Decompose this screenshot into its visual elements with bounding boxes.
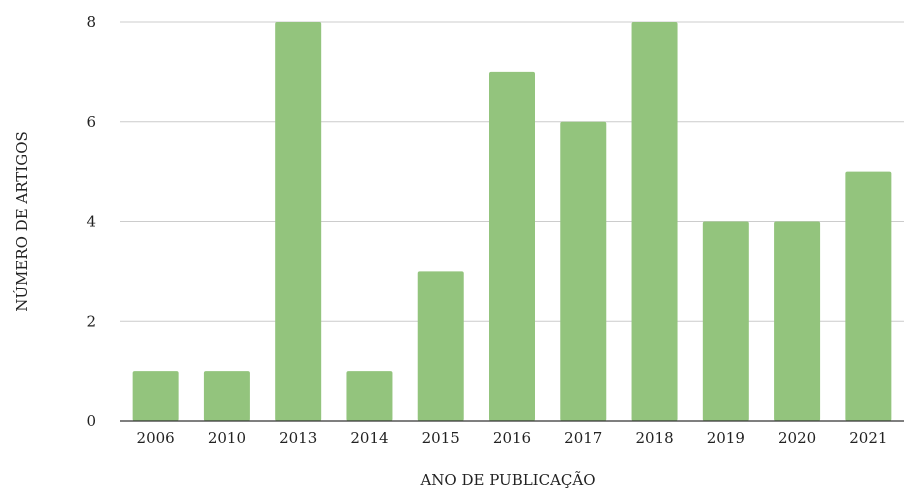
- bar: [489, 71, 535, 421]
- y-tick-label: 6: [86, 113, 96, 131]
- bars: [132, 22, 892, 421]
- bar: [275, 22, 322, 421]
- y-tick-label: 4: [86, 213, 96, 231]
- x-tick-label: 2015: [422, 429, 460, 447]
- bar: [702, 221, 749, 421]
- bar: [631, 22, 678, 421]
- x-tick-label: 2006: [137, 429, 175, 447]
- bar: [560, 121, 607, 421]
- x-tick-label: 2013: [279, 429, 317, 447]
- x-axis-title: ANO DE PUBLICAÇÃO: [419, 471, 595, 488]
- x-tick-label: 2020: [778, 429, 816, 447]
- y-tick-label: 2: [86, 312, 96, 330]
- bar: [203, 371, 250, 421]
- x-tick-label: 2016: [493, 429, 531, 447]
- x-tick-label: 2017: [564, 429, 602, 447]
- x-tick-label: 2018: [635, 429, 673, 447]
- x-tick-label: 2019: [707, 429, 745, 447]
- y-tick-label: 0: [86, 412, 96, 430]
- bar: [346, 371, 393, 421]
- bar: [774, 221, 821, 421]
- y-tick-labels: 0 2 4 6 8: [86, 13, 96, 430]
- bar: [132, 371, 179, 421]
- bar: [417, 271, 464, 421]
- x-tick-label: 2021: [849, 429, 887, 447]
- bar: [845, 171, 892, 421]
- y-tick-label: 8: [86, 13, 96, 31]
- x-tick-label: 2010: [208, 429, 246, 447]
- x-tick-label: 2014: [350, 429, 388, 447]
- y-axis-title: NÚMERO DE ARTIGOS: [13, 131, 31, 312]
- x-tick-labels: 2006 2010 2013 2014 2015 2016 2017 2018 2019 2020…: [137, 429, 888, 447]
